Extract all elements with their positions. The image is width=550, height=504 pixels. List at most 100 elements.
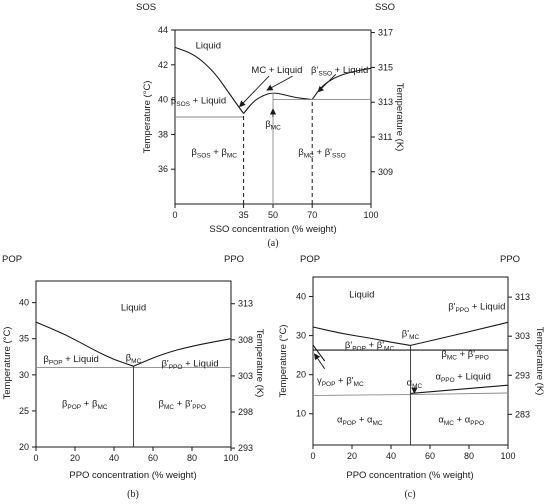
y-tick-label-b-4: 40 <box>19 298 29 308</box>
annotation-arrow-a-2 <box>317 74 337 93</box>
corner-label-left-c: POP <box>300 254 320 265</box>
x-axis-label-b: PPO concentration (% weight) <box>69 470 196 481</box>
annotation-arrow-a-0 <box>266 75 293 91</box>
region-label-a-1: MC + Liquid <box>251 65 302 76</box>
x-tick-label-a-3: 70 <box>307 210 317 220</box>
x-tick-label-b-3: 60 <box>148 453 158 463</box>
series-liquidus-b-1 <box>133 338 232 367</box>
series-liquidus-b-0 <box>35 321 134 367</box>
y-axis-right-label-a: Temperature (K) <box>394 83 405 152</box>
y-right-tick-label-a-2: 313 <box>378 97 393 107</box>
panel-a: Liquid MC + Liquid β'SSO​ + Liquid βSOS​ + … <box>136 2 405 249</box>
y-axis-label-b: Temperature (°C) <box>2 327 13 400</box>
x-axis-label-c: PPO concentration (% weight) <box>346 470 473 481</box>
region-label-a-6: βMC​ + β'SSO​ <box>298 147 345 160</box>
series-curve-c-3 <box>312 344 326 362</box>
region-label-c-4: βMC​ + β'PPO​ <box>441 349 488 362</box>
series-liquidus-c-1 <box>410 321 509 346</box>
region-label-b-2: βMC​ <box>126 353 142 366</box>
corner-label-right-a: SSO <box>375 2 395 13</box>
x-tick-label-a-1: 35 <box>239 210 249 220</box>
plot-area-c: Liquid β'PPO​ + Liquid β'MC​ β'POP​ + β'MC​… <box>312 290 509 445</box>
x-tick-label-c-5: 100 <box>500 451 515 461</box>
region-label-b-0: Liquid <box>121 303 146 314</box>
x-tick-label-b-5: 100 <box>223 453 238 463</box>
region-label-a-0: Liquid <box>196 41 221 52</box>
y-right-tick-label-a-1: 311 <box>378 132 392 142</box>
y-tick-label-b-3: 35 <box>19 334 29 344</box>
region-label-c-1: β'PPO​ + Liquid <box>448 301 505 314</box>
x-tick-label-c-4: 80 <box>464 451 474 461</box>
series-curve-c-5 <box>410 384 509 394</box>
panel-b: Liquid βPOP​ + Liquid βMC​ β'PPO​ + Liquid β… <box>2 254 265 500</box>
series-liquidus-a-0 <box>174 46 245 114</box>
series-liquidus-c-0 <box>312 326 411 346</box>
y-axis-label-c: Temperature (°C) <box>278 325 289 398</box>
corner-label-left-a: SOS <box>136 2 156 13</box>
region-label-a-5: βSOS​ + βMC​ <box>191 147 237 160</box>
y-tick-label-c-1: 20 <box>296 370 306 380</box>
region-label-c-8: αPOP​ + αMC​ <box>337 415 383 428</box>
axis-ticks-b: 0 20 40 60 80 100 20 25 30 35 40 293 298 303 308 313 <box>19 298 253 463</box>
region-label-b-4: βPOP​ + βMC​ <box>62 399 108 412</box>
x-tick-label-b-0: 0 <box>33 453 38 463</box>
x-tick-label-b-2: 40 <box>109 453 119 463</box>
y-axis-right-label-b: Temperature (K) <box>254 329 265 398</box>
panel-id-c: (c) <box>404 489 415 500</box>
x-axis-label-a: SSO concentration (% weight) <box>209 224 336 235</box>
y-tick-label-c-0: 10 <box>296 409 306 419</box>
y-right-tick-label-b-1: 298 <box>238 407 253 417</box>
region-label-a-2: β'SSO​ + Liquid <box>311 65 368 78</box>
region-label-c-3: β'POP​ + β'MC​ <box>345 340 395 353</box>
corner-label-right-b: PPO <box>224 254 244 265</box>
region-label-b-5: βMC​ + β'PPO​ <box>159 399 206 412</box>
corner-label-left-b: POP <box>2 254 22 265</box>
y-tick-label-a-3: 42 <box>158 60 168 70</box>
panel-id-a: (a) <box>267 238 278 249</box>
x-tick-label-a-2: 50 <box>268 210 278 220</box>
plot-area-b: Liquid βPOP​ + Liquid βMC​ β'PPO​ + Liquid β… <box>35 303 232 447</box>
region-label-a-3: βSOS​ + Liquid <box>171 95 226 108</box>
y-tick-label-b-1: 25 <box>19 406 29 416</box>
y-right-tick-label-c-1: 293 <box>515 370 530 380</box>
y-tick-label-a-4: 44 <box>158 25 168 35</box>
y-right-tick-label-b-3: 308 <box>238 335 253 345</box>
panel-c: Liquid β'PPO​ + Liquid β'MC​ β'POP​ + β'MC​… <box>278 254 545 500</box>
panel-id-b: (b) <box>127 489 139 500</box>
x-tick-label-a-4: 100 <box>363 210 378 220</box>
y-right-tick-label-c-3: 313 <box>515 292 530 302</box>
series-liquidus-a-1 <box>243 92 313 114</box>
annotation-arrow-c-0 <box>314 353 326 370</box>
y-tick-label-c-2: 30 <box>296 331 306 341</box>
region-label-c-6: αMC​ <box>407 377 423 390</box>
y-tick-label-b-2: 30 <box>19 370 29 380</box>
x-tick-label-b-4: 80 <box>187 453 197 463</box>
region-label-c-7: αPPO​ + Liquid <box>435 372 490 385</box>
y-tick-label-a-1: 38 <box>158 129 168 139</box>
axis-ticks-c: 0 20 40 60 80 100 10 20 30 40 283 293 303 313 <box>296 292 530 461</box>
y-tick-label-a-0: 36 <box>158 164 168 174</box>
x-tick-label-c-0: 0 <box>310 451 315 461</box>
y-axis-right-label-c: Temperature (K) <box>534 327 545 396</box>
series-solidus-c-7 <box>410 392 509 396</box>
series-solidus-c-6 <box>312 394 411 396</box>
y-right-tick-label-a-4: 317 <box>378 28 393 38</box>
region-label-c-0: Liquid <box>349 290 374 301</box>
region-label-a-4: βMC​ <box>265 119 281 131</box>
y-tick-label-a-2: 40 <box>158 95 168 105</box>
y-right-tick-label-b-0: 293 <box>238 443 253 453</box>
y-right-tick-label-c-0: 283 <box>515 409 530 419</box>
region-label-c-9: αMC​ + αPPO​ <box>438 415 484 428</box>
x-tick-label-c-2: 40 <box>386 451 396 461</box>
region-label-c-2: β'MC​ <box>402 329 420 342</box>
x-tick-label-b-1: 20 <box>70 453 80 463</box>
x-tick-label-c-1: 20 <box>347 451 357 461</box>
y-axis-label-a: Temperature (°C) <box>142 81 153 154</box>
region-label-b-3: β'PPO​ + Liquid <box>161 358 218 371</box>
axis-ticks-a: 0 35 50 70 100 36 38 40 42 44 309 311 313 315 317 <box>158 25 393 220</box>
annotation-arrow-a-1 <box>239 75 270 108</box>
corner-label-right-c: PPO <box>500 254 520 265</box>
y-right-tick-label-a-0: 309 <box>378 167 393 177</box>
y-right-tick-label-a-3: 315 <box>378 62 393 72</box>
